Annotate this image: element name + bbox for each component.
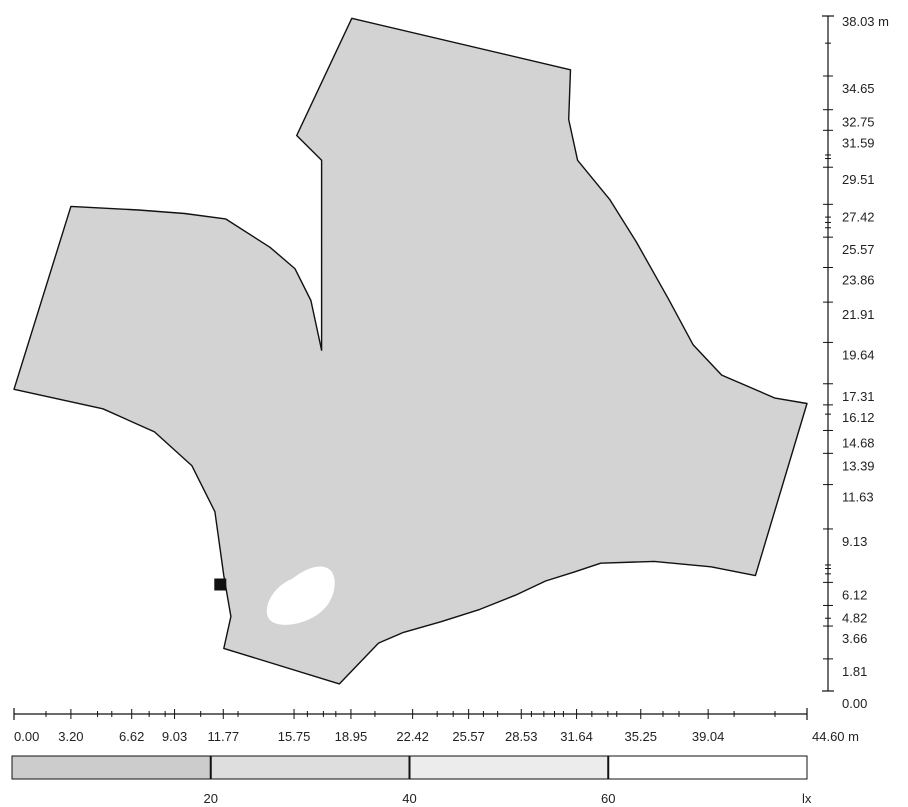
lux-legend: 20 40 60	[11, 755, 808, 806]
y-axis-unit-label: 38.03 m	[842, 14, 889, 29]
lux-legend-label: 40	[402, 791, 416, 806]
luminaire-marker	[214, 578, 227, 591]
x-axis-tick-label: 28.53	[505, 729, 538, 744]
x-axis-tick-label: 31.64	[560, 729, 593, 744]
low-light-area	[266, 566, 335, 625]
lux-legend-segment	[11, 755, 212, 780]
y-axis-tick-label: 29.51	[842, 172, 875, 187]
y-axis-tick-label: 0.00	[842, 696, 867, 711]
y-axis: 0.00 1.81 3.66 4.82 6.12 9.13 11.63 13.39 14.68 1…	[822, 15, 875, 711]
x-axis-tick-label: 3.20	[58, 729, 83, 744]
x-axis-tick-label: 11.77	[207, 729, 239, 744]
y-axis-tick-label: 27.42	[842, 209, 875, 224]
y-axis-tick-label: 9.13	[842, 534, 867, 549]
x-axis-tick-label: 9.03	[162, 729, 187, 744]
y-axis-tick-label: 23.86	[842, 273, 875, 288]
room-outline	[13, 17, 808, 685]
x-axis-tick-label: 18.95	[335, 729, 368, 744]
x-axis-tick-label: 25.57	[452, 729, 485, 744]
lux-legend-segment	[607, 755, 808, 780]
x-axis-unit-label: 44.60 m	[812, 729, 859, 744]
y-axis-tick-label: 4.82	[842, 610, 867, 625]
x-axis-tick-label: 35.25	[624, 729, 657, 744]
y-axis-tick-label: 17.31	[842, 389, 875, 404]
lux-unit-label: lx	[802, 791, 812, 806]
lux-legend-segment	[210, 755, 410, 780]
y-axis-tick-label: 11.63	[842, 490, 874, 505]
y-axis-tick-label: 19.64	[842, 347, 875, 362]
lux-legend-segment	[409, 755, 609, 780]
y-axis-tick-label: 14.68	[842, 435, 875, 450]
lux-legend-label: 60	[601, 791, 615, 806]
y-axis-tick-label: 13.39	[842, 458, 875, 473]
y-axis-tick-label: 1.81	[842, 664, 867, 679]
y-axis-tick-label: 3.66	[842, 631, 867, 646]
y-axis-tick-label: 34.65	[842, 81, 875, 96]
x-axis-tick-label: 22.42	[396, 729, 429, 744]
x-axis-tick-label: 15.75	[278, 729, 311, 744]
room-layer	[13, 17, 808, 685]
y-axis-tick-label: 31.59	[842, 135, 875, 150]
y-axis-tick-label: 6.12	[842, 587, 867, 602]
x-axis-tick-label: 39.04	[692, 729, 725, 744]
y-axis-tick-label: 21.91	[842, 307, 875, 322]
x-axis-tick-label: 0.00	[14, 729, 39, 744]
x-axis-tick-label: 6.62	[119, 729, 144, 744]
lux-legend-label: 20	[204, 791, 218, 806]
y-axis-tick-label: 16.12	[842, 410, 875, 425]
x-axis: 0.00 3.20 6.62 9.03 11.77 15.75 18.95 22.42 25.5…	[13, 708, 808, 744]
y-axis-tick-label: 32.75	[842, 115, 875, 130]
y-axis-tick-label: 25.57	[842, 242, 875, 257]
